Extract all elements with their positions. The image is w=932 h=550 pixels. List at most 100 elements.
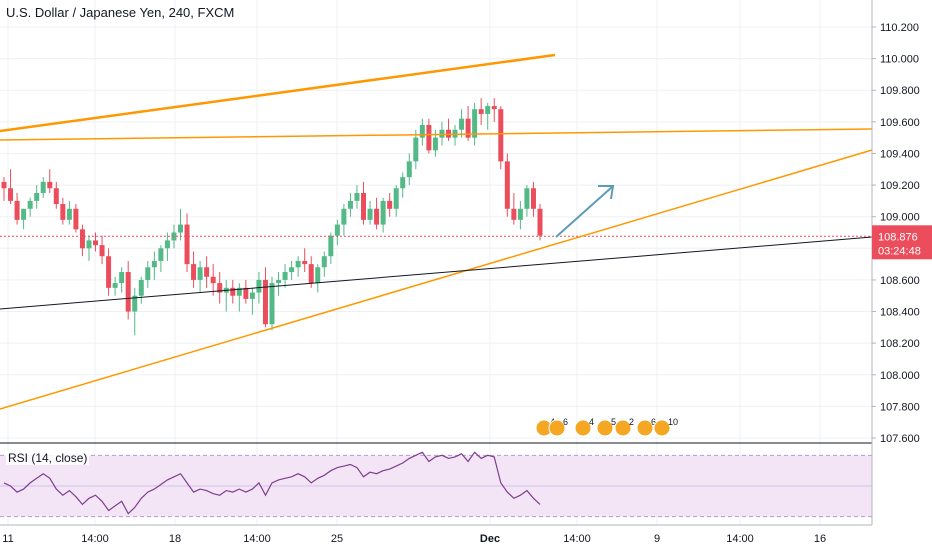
candle-body [249,292,255,299]
time-tick-label: Dec [480,533,500,545]
time-tick-label: 14:00 [243,533,271,545]
candle-body [86,240,92,249]
time-tick-label: 9 [654,533,660,545]
event-marker [636,419,654,437]
candle-body [230,287,236,296]
time-tick-label: 14:00 [81,533,109,545]
candle-body [459,118,465,130]
event-count: 10 [668,417,678,427]
candle-body [177,224,183,233]
candle-body [393,188,399,209]
price-tick-label: 109.800 [880,85,920,97]
event-marker [574,419,592,437]
price-tick-label: 110.200 [880,22,919,34]
candle-body [276,279,282,284]
price-tick-label: 107.600 [880,433,920,445]
candle-body [308,264,314,284]
arrow-head [598,185,615,200]
candle-body [269,283,275,325]
time-tick-label: 25 [331,533,343,545]
candle-body [112,283,118,288]
candle-body [53,188,59,205]
candle-body [524,188,530,209]
event-count: 2 [629,417,634,427]
candle-body [106,256,112,288]
candle-body [66,208,72,220]
price-axis-bg [872,0,932,550]
event-marker [548,419,566,437]
event-marker [653,419,671,437]
candle-body [400,177,406,189]
candle-body [47,181,53,189]
support-line [0,236,873,310]
time-tick-label: 14:00 [726,533,754,545]
time-tick-label: 18 [169,533,181,545]
rsi-pane: 60.0040.00 [0,442,908,518]
candle-body [236,287,242,296]
candle-body [145,267,151,280]
candle-body [432,137,438,151]
price-tag-value: 108.876 [878,231,918,243]
candle-body [119,272,125,284]
candle-body [491,106,497,110]
candle-body [426,125,432,151]
price-tick-label: 110.000 [880,54,919,66]
price-tick-label: 109.400 [880,148,920,160]
candle-body [60,204,66,220]
candle-body [191,264,197,280]
candle-body [164,240,170,249]
candle-body [498,109,504,162]
candle-body [361,192,367,220]
chart-title: U.S. Dollar / Japanese Yen, 240, FXCM [6,5,235,20]
candle-body [184,224,190,265]
candle-body [485,106,491,114]
price-tick-label: 109.600 [880,117,920,129]
candle-body [328,235,334,257]
candles [1,98,543,336]
resistance-line [0,128,873,141]
time-axis-bg [0,525,932,550]
candle-body [132,295,138,312]
candle-body [151,260,157,268]
candle-body [138,279,144,296]
candle-body [27,200,33,209]
price-tag [872,225,932,260]
candle-body [14,200,20,220]
price-tick-label: 107.800 [880,401,920,413]
rsi-label: RSI (14, close) [6,451,90,465]
candle-body [465,118,471,138]
candle-body [125,272,131,312]
candle-body [380,200,386,225]
event-marker [614,419,632,437]
event-count: 5 [611,417,616,427]
price-tag-countdown: 03:24:48 [878,245,921,257]
candle-body [204,267,210,277]
event-count: 4 [589,417,594,427]
candle-body [21,208,27,220]
candle-body [419,125,425,138]
candle-body [289,267,295,273]
price-tick-label: 108.200 [880,338,920,350]
event-count: 6 [563,417,568,427]
price-tick-label: 109.000 [880,212,920,224]
time-tick-label: 11 [2,533,13,545]
upper-trendline [0,53,556,133]
candle-body [472,109,478,138]
candle-body [413,137,419,162]
price-tick-label: 109.200 [880,180,920,192]
candle-body [1,181,7,189]
candle-body [282,272,288,280]
time-tick-label: 16 [814,533,826,545]
candle-body [315,267,321,284]
rsi-line [3,451,541,515]
candle-body [302,260,308,265]
candle-body [34,192,40,201]
candle-body [93,240,99,246]
grid [0,0,872,525]
candle-body [406,161,412,178]
candle-body [387,200,393,209]
candle-body [367,208,373,220]
